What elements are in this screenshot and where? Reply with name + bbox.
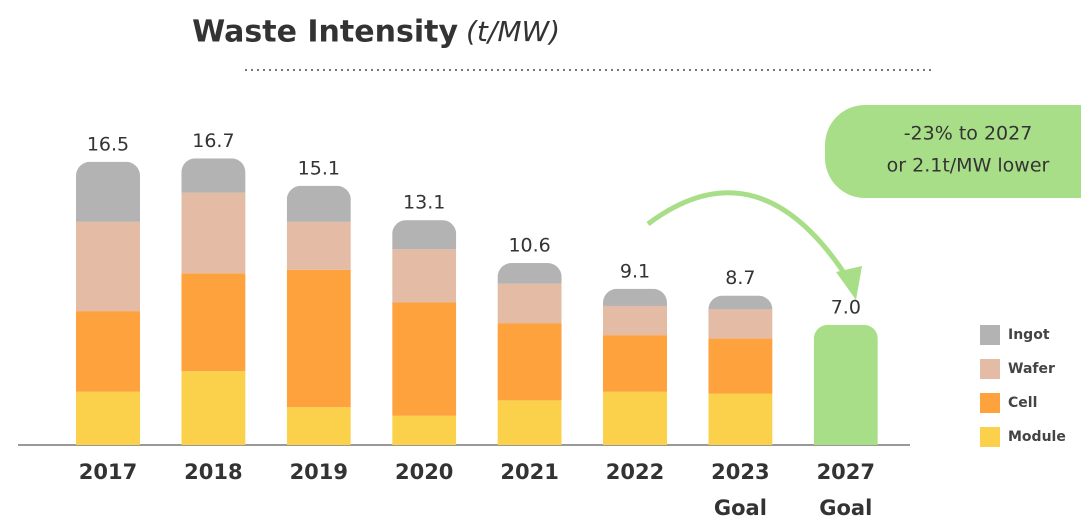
legend-label: Cell (1008, 395, 1037, 411)
bar-segment (497, 400, 562, 445)
bar-segment (603, 391, 667, 445)
bar-segment (392, 302, 457, 416)
bar-segment (286, 221, 351, 270)
bar-segment (497, 323, 562, 401)
total-label: 16.7 (192, 130, 234, 152)
total-label: 15.1 (298, 157, 340, 179)
bar-segment (286, 185, 351, 222)
legend-swatch (980, 325, 1000, 345)
bar-group (181, 158, 246, 445)
bar-segment (76, 391, 140, 445)
bar-segment (813, 324, 878, 445)
legend-swatch (980, 359, 1000, 379)
legend-label: Ingot (1008, 327, 1050, 343)
legend-swatch (980, 427, 1000, 447)
total-label: 10.6 (508, 235, 550, 257)
bar-segment (76, 311, 140, 392)
bar-segment (708, 338, 773, 394)
bar-segment (181, 371, 246, 445)
bar-segment (181, 192, 246, 274)
chart-title-unit: (t/MW) (466, 15, 560, 48)
x-tick-label: 2027 Goal (817, 460, 875, 520)
x-tick-label: 2022 (606, 460, 664, 484)
chart-title: Waste Intensity (192, 15, 458, 50)
bar-segment (603, 288, 667, 306)
bar-group (76, 161, 140, 445)
legend-label: Module (1008, 429, 1066, 445)
bar-segment (76, 221, 140, 312)
bar-segment (286, 269, 351, 408)
annotation: or 2.1t/MW lower (887, 155, 1050, 177)
x-tick-label: 2021 (500, 460, 558, 484)
bar-group (392, 220, 457, 445)
bar-segment (708, 393, 773, 445)
annotation: -23% to 2027 (904, 123, 1033, 145)
bar-group (603, 288, 667, 445)
total-label: 7.0 (831, 296, 861, 318)
bar-group (497, 263, 562, 445)
bar-group (708, 295, 773, 445)
x-tick-label: 2018 (184, 460, 242, 484)
bar-group (813, 324, 878, 445)
total-label: 13.1 (403, 192, 445, 214)
x-tick-label: 2019 (290, 460, 348, 484)
arrow-head (836, 266, 862, 300)
legend-label: Wafer (1008, 361, 1055, 377)
bar-segment (497, 283, 562, 324)
bar-segment (708, 295, 773, 310)
total-label: 8.7 (725, 267, 755, 289)
annotation-bubble (825, 105, 1081, 198)
legend-swatch (980, 393, 1000, 413)
arrow (646, 190, 853, 284)
bar-segment (708, 309, 773, 339)
total-label: 16.5 (87, 133, 129, 155)
bar-segment (181, 273, 246, 372)
bar-segment (392, 415, 457, 445)
bar-segment (181, 158, 246, 193)
bar-segment (392, 220, 457, 250)
bar-segment (392, 249, 457, 303)
x-tick-label: 2017 (79, 460, 137, 484)
bar-segment (603, 335, 667, 392)
x-tick-label: 2023 Goal (711, 460, 769, 520)
total-label: 9.1 (620, 260, 650, 282)
bar-segment (76, 161, 140, 222)
bar-segment (497, 263, 562, 284)
x-tick-label: 2020 (395, 460, 453, 484)
bar-group (286, 185, 351, 445)
bar-segment (603, 305, 667, 336)
bar-segment (286, 407, 351, 445)
